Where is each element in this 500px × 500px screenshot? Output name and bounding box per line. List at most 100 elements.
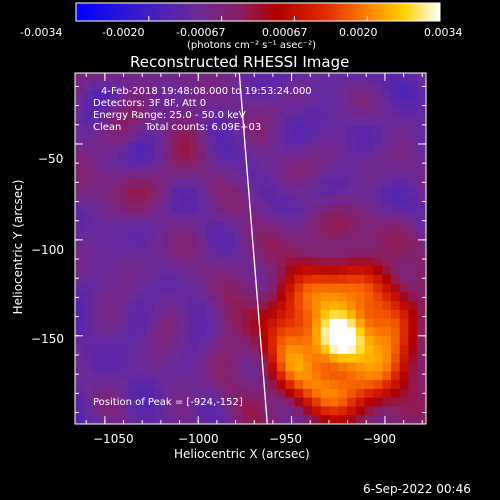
heatmap-cell bbox=[215, 415, 225, 424]
heatmap-cell bbox=[215, 90, 225, 100]
heatmap-cell bbox=[329, 116, 339, 127]
heatmap-cell bbox=[206, 178, 217, 188]
heatmap-cell bbox=[197, 134, 208, 144]
heatmap-cell bbox=[197, 125, 208, 136]
heatmap-cell bbox=[417, 309, 426, 320]
heatmap-cell bbox=[153, 169, 164, 179]
heatmap-cell bbox=[180, 248, 190, 258]
heatmap-cell bbox=[189, 73, 199, 83]
heatmap-cell bbox=[329, 151, 339, 162]
heatmap-cell bbox=[320, 380, 331, 390]
heatmap-cell bbox=[408, 73, 418, 83]
heatmap-cell bbox=[189, 195, 199, 206]
heatmap-cell bbox=[189, 81, 199, 92]
heatmap-cell bbox=[118, 415, 129, 424]
heatmap-cell bbox=[162, 318, 173, 329]
heatmap-cell bbox=[250, 151, 260, 162]
heatmap-cell bbox=[373, 178, 383, 188]
heatmap-cell bbox=[294, 292, 304, 302]
heatmap-cell bbox=[408, 336, 418, 346]
heatmap-cell bbox=[338, 318, 348, 329]
heatmap-cell bbox=[101, 230, 111, 241]
heatmap-cell bbox=[373, 362, 383, 372]
heatmap-cell bbox=[268, 353, 278, 364]
heatmap-cell bbox=[145, 160, 155, 171]
heatmap-cell bbox=[145, 125, 155, 136]
heatmap-cell bbox=[311, 336, 322, 346]
heatmap-cell bbox=[224, 73, 234, 83]
heatmap-cell bbox=[75, 73, 85, 83]
heatmap-cell bbox=[320, 397, 331, 408]
heatmap-cell bbox=[355, 99, 366, 109]
heatmap-cell bbox=[311, 327, 322, 337]
y-axis-label: Heliocentric Y (arcsec) bbox=[11, 179, 25, 315]
heatmap-cell bbox=[180, 222, 190, 232]
heatmap-cell bbox=[189, 388, 199, 399]
heatmap-cell bbox=[75, 353, 85, 364]
heatmap-cell bbox=[355, 345, 366, 355]
heatmap-cell bbox=[294, 362, 304, 372]
heatmap-cell bbox=[101, 266, 111, 276]
heatmap-cell bbox=[110, 169, 120, 179]
heatmap-cell bbox=[83, 283, 94, 293]
heatmap-cell bbox=[162, 222, 173, 232]
heatmap-cell bbox=[215, 406, 225, 416]
heatmap-cell bbox=[276, 292, 287, 302]
heatmap-cell bbox=[259, 81, 269, 92]
heatmap-cell bbox=[136, 134, 146, 144]
heatmap-cell bbox=[320, 222, 331, 232]
heatmap-cell bbox=[355, 301, 366, 311]
heatmap-cell bbox=[232, 195, 243, 206]
heatmap-cell bbox=[145, 274, 155, 285]
heatmap-cell bbox=[224, 187, 234, 197]
heatmap-cell bbox=[268, 143, 278, 153]
heatmap-cell bbox=[382, 257, 392, 267]
heatmap-cell bbox=[355, 230, 366, 241]
heatmap-cell bbox=[329, 125, 339, 136]
heatmap-cell bbox=[75, 406, 85, 416]
heatmap-cell bbox=[364, 336, 374, 346]
heatmap-cell bbox=[189, 169, 199, 179]
heatmap-cell bbox=[373, 204, 383, 215]
heatmap-cell bbox=[101, 151, 111, 162]
heatmap-cell bbox=[180, 406, 190, 416]
heatmap-cell bbox=[268, 266, 278, 276]
heatmap-cell bbox=[329, 73, 339, 83]
heatmap-cell bbox=[285, 160, 295, 171]
heatmap-cell bbox=[338, 388, 348, 399]
heatmap-cell bbox=[347, 397, 357, 408]
heatmap-cell bbox=[311, 230, 322, 241]
heatmap-cell bbox=[127, 362, 138, 372]
heatmap-cell bbox=[224, 143, 234, 153]
heatmap-cell bbox=[347, 222, 357, 232]
heatmap-cell bbox=[189, 125, 199, 136]
heatmap-cell bbox=[197, 362, 208, 372]
heatmap-cell bbox=[320, 406, 331, 416]
heatmap-cell bbox=[382, 81, 392, 92]
heatmap-cell bbox=[162, 309, 173, 320]
heatmap-cell bbox=[118, 309, 129, 320]
heatmap-cell bbox=[294, 257, 304, 267]
heatmap-cell bbox=[250, 336, 260, 346]
heatmap-cell bbox=[259, 353, 269, 364]
heatmap-cell bbox=[136, 204, 146, 215]
heatmap-cell bbox=[197, 160, 208, 171]
heatmap-cell bbox=[153, 134, 164, 144]
heatmap-cell bbox=[408, 143, 418, 153]
heatmap-cell bbox=[171, 195, 181, 206]
heatmap-cell bbox=[110, 362, 120, 372]
heatmap-cell bbox=[259, 239, 269, 250]
heatmap-cell bbox=[268, 178, 278, 188]
heatmap-cell bbox=[171, 257, 181, 267]
heatmap-cell bbox=[390, 134, 401, 144]
heatmap-cell bbox=[303, 380, 313, 390]
heatmap-cell bbox=[311, 345, 322, 355]
heatmap-cell bbox=[276, 213, 287, 223]
heatmap-cell bbox=[329, 397, 339, 408]
heatmap-cell bbox=[390, 195, 401, 206]
heatmap-cell bbox=[390, 169, 401, 179]
heatmap-cell bbox=[311, 204, 322, 215]
heatmap-cell bbox=[329, 380, 339, 390]
heatmap-cell bbox=[162, 213, 173, 223]
heatmap-cell bbox=[241, 90, 252, 100]
